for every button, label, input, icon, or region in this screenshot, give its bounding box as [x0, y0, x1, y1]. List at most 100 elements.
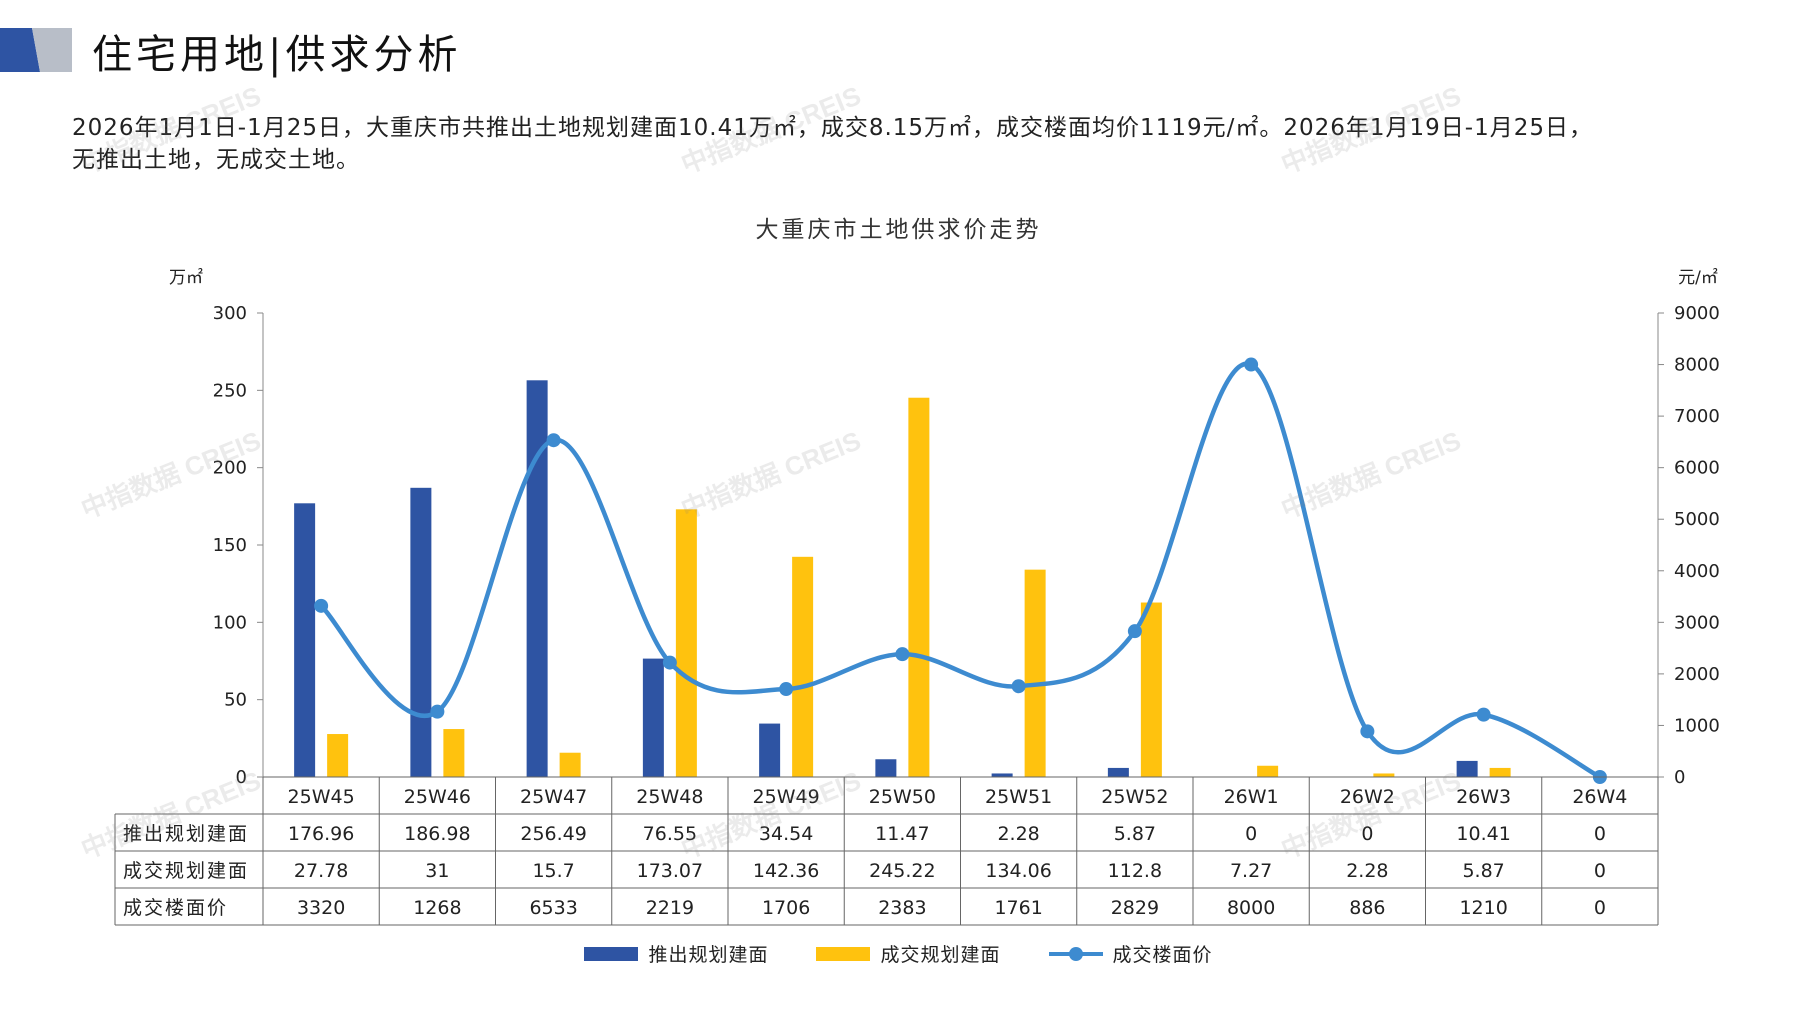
supply-bar — [759, 723, 781, 777]
price-point — [546, 433, 561, 448]
table-cell-value: 1761 — [994, 897, 1042, 919]
summary-line-1: 2026年1月1日-1月25日，大重庆市共推出土地规划建面10.41万㎡，成交8… — [72, 115, 1593, 141]
deal-bar — [1257, 765, 1279, 777]
price-line — [319, 361, 1601, 779]
table-row-header: 推出规划建面 — [123, 823, 249, 845]
left-axis-tick-label: 300 — [213, 303, 247, 324]
table-cell-value: 76.55 — [643, 823, 697, 845]
x-axis-category-label: 26W4 — [1572, 786, 1627, 808]
price-point — [1476, 707, 1491, 722]
title-mark-dark-shape — [0, 28, 40, 72]
supply-bar — [642, 658, 664, 777]
table-cell-value: 0 — [1594, 860, 1606, 882]
right-axis-tick-label: 5000 — [1674, 509, 1720, 530]
table-cell-value: 1706 — [762, 897, 810, 919]
supply-bar — [875, 759, 897, 777]
title-mark-light-shape — [32, 28, 72, 72]
page-title: 住宅用地|供求分析 — [92, 32, 462, 78]
table-cell-value: 27.78 — [294, 860, 348, 882]
table-cell-value: 173.07 — [637, 860, 703, 882]
supply-bar — [410, 487, 432, 777]
table-cell-value: 7.27 — [1230, 860, 1272, 882]
table-cell-value: 34.54 — [759, 823, 813, 845]
x-axis-category-label: 26W1 — [1224, 786, 1279, 808]
x-axis-category-label: 25W51 — [985, 786, 1052, 808]
table-cell-value: 2829 — [1111, 897, 1159, 919]
x-axis-category-label: 25W46 — [404, 786, 471, 808]
x-axis-category-label: 25W50 — [869, 786, 936, 808]
supply-bar — [1107, 767, 1129, 777]
table-cell-value: 0 — [1594, 823, 1606, 845]
table-cell-value: 112.8 — [1108, 860, 1162, 882]
left-axis-tick-label: 150 — [213, 535, 247, 556]
right-axis-tick-label: 9000 — [1674, 303, 1720, 324]
table-cell-value: 15.7 — [532, 860, 574, 882]
deal-bar — [1373, 773, 1395, 777]
legend-item-deal: 成交规划建面 — [816, 940, 1000, 967]
table-cell-value: 2383 — [878, 897, 926, 919]
table-cell-value: 5.87 — [1114, 823, 1156, 845]
table-cell-value: 6533 — [529, 897, 577, 919]
x-axis-category-label: 26W2 — [1340, 786, 1395, 808]
price-point — [314, 598, 329, 613]
supply-bar — [1456, 760, 1478, 777]
right-axis-tick-label: 7000 — [1674, 406, 1720, 427]
price-point — [1360, 724, 1375, 739]
right-axis-tick-label: 0 — [1674, 767, 1685, 788]
price-point — [1244, 357, 1259, 372]
legend-swatch-deal — [816, 946, 871, 961]
price-point — [430, 704, 445, 719]
left-axis-tick-label: 100 — [213, 612, 247, 633]
price-point — [1127, 624, 1142, 639]
table-cell-value: 2219 — [646, 897, 694, 919]
left-axis-unit: 万㎡ — [169, 268, 203, 288]
chart-legend: 推出规划建面 成交规划建面 成交楼面价 — [0, 940, 1797, 967]
x-axis-category-label: 26W3 — [1456, 786, 1511, 808]
table-row-header: 成交楼面价 — [123, 897, 228, 919]
table-cell-value: 176.96 — [288, 823, 354, 845]
deal-bar — [675, 509, 697, 777]
table-cell-value: 245.22 — [869, 860, 935, 882]
right-axis-tick-label: 6000 — [1674, 458, 1720, 479]
deal-bar — [1140, 602, 1162, 777]
summary-line-2: 无推出土地，无成交土地。 — [72, 147, 360, 173]
deal-bar — [792, 556, 814, 777]
legend-swatch-supply — [584, 946, 639, 961]
deal-bar — [443, 729, 465, 777]
deal-bar — [1489, 767, 1511, 777]
table-cell-value: 1210 — [1459, 897, 1507, 919]
table-cell-value: 0 — [1594, 897, 1606, 919]
legend-swatch-price — [1048, 946, 1103, 961]
table-cell-value: 256.49 — [520, 823, 586, 845]
table-row-header: 成交规划建面 — [123, 860, 249, 882]
left-axis-tick-label: 250 — [213, 380, 247, 401]
table-cell-value: 11.47 — [875, 823, 929, 845]
legend-label-deal: 成交规划建面 — [880, 944, 1001, 966]
summary-text: 2026年1月1日-1月25日，大重庆市共推出土地规划建面10.41万㎡，成交8… — [72, 112, 1732, 176]
table-cell-value: 0 — [1245, 823, 1257, 845]
x-axis-category-label: 25W45 — [288, 786, 355, 808]
deal-bar — [327, 734, 349, 777]
table-cell-value: 5.87 — [1462, 860, 1504, 882]
supply-bar — [991, 773, 1013, 777]
x-axis-category-label: 25W47 — [520, 786, 587, 808]
right-axis-tick-label: 2000 — [1674, 664, 1720, 685]
price-point — [1011, 679, 1026, 694]
deal-bar — [1024, 569, 1046, 777]
table-cell-value: 8000 — [1227, 897, 1275, 919]
table-cell-value: 10.41 — [1456, 823, 1510, 845]
table-cell-value: 2.28 — [1346, 860, 1388, 882]
supply-bar — [526, 380, 548, 777]
price-point — [779, 682, 794, 697]
table-cell-value: 2.28 — [997, 823, 1039, 845]
table-cell-value: 886 — [1349, 897, 1385, 919]
x-axis-category-label: 25W49 — [753, 786, 820, 808]
deal-bar — [908, 397, 930, 777]
right-axis-tick-label: 4000 — [1674, 561, 1720, 582]
legend-label-supply: 推出规划建面 — [648, 944, 769, 966]
table-cell-value: 186.98 — [404, 823, 470, 845]
table-cell-value: 3320 — [297, 897, 345, 919]
left-axis-tick-label: 0 — [236, 767, 247, 788]
left-axis-tick-label: 200 — [213, 458, 247, 479]
legend-label-price: 成交楼面价 — [1112, 944, 1213, 966]
